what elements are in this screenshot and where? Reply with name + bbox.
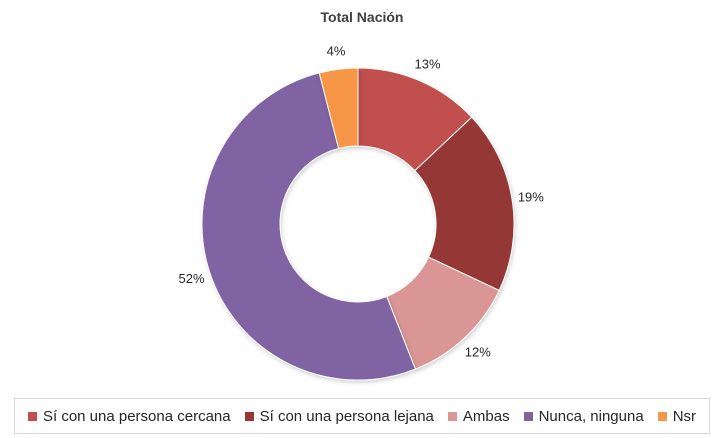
legend-swatch-3 — [523, 411, 533, 421]
legend-swatch-4 — [657, 411, 667, 421]
legend-label-0: Sí con una persona cercana — [42, 407, 231, 425]
slice-value-label-4: 4% — [327, 43, 346, 58]
chart-title: Total Nación — [320, 9, 404, 25]
legend-swatch-2 — [447, 411, 457, 421]
slice-value-label-3: 52% — [179, 271, 205, 286]
donut-chart: 13% 19% 12% 52% 4% — [179, 43, 544, 381]
donut-slice-4 — [318, 67, 359, 150]
legend-item-3: Nunca, ninguna — [523, 407, 644, 425]
donut-slice-3 — [201, 72, 417, 381]
chart-legend: Sí con una persona cercana Sí con una per… — [14, 398, 710, 434]
legend-swatch-1 — [244, 411, 254, 421]
legend-label-4: Nsr — [672, 407, 697, 425]
legend-label-3: Nunca, ninguna — [538, 407, 644, 425]
legend-item-0: Sí con una persona cercana — [27, 407, 231, 425]
legend-item-2: Ambas — [447, 407, 510, 425]
slice-value-label-0: 13% — [414, 56, 440, 71]
legend-label-2: Ambas — [462, 407, 510, 425]
slice-value-label-2: 12% — [465, 345, 491, 360]
slice-value-label-1: 19% — [518, 190, 544, 205]
legend-label-1: Sí con una persona lejana — [259, 407, 434, 425]
legend-item-1: Sí con una persona lejana — [244, 407, 434, 425]
donut-slice-1 — [414, 116, 515, 292]
legend-item-4: Nsr — [657, 407, 697, 425]
legend-swatch-0 — [27, 411, 37, 421]
